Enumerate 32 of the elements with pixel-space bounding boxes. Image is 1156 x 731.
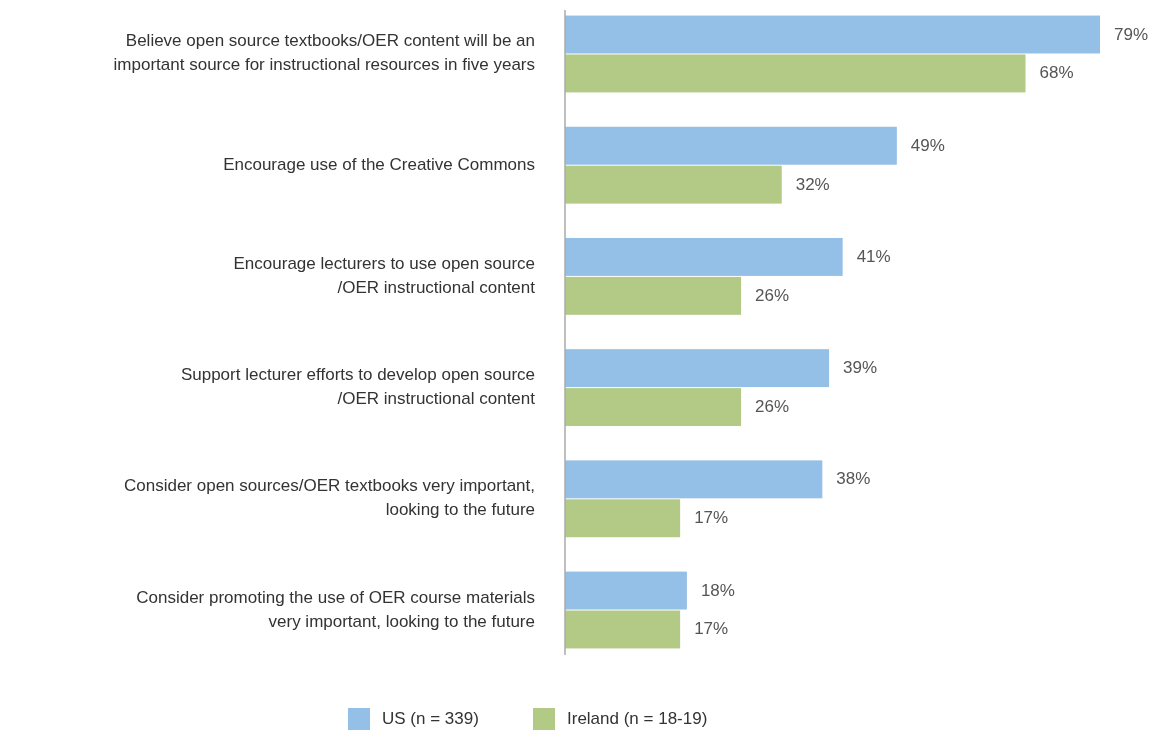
bar xyxy=(565,126,897,165)
y-tick-label: Believe open source textbooks/OER content will be an important source for instructional resources in five years xyxy=(113,31,535,75)
data-label: 26% xyxy=(755,285,790,305)
bar xyxy=(565,610,681,649)
y-tick-label: Encourage lecturers to use open source /OER instructional content xyxy=(233,254,536,298)
data-label: 18% xyxy=(700,580,735,600)
data-label: 49% xyxy=(910,135,945,155)
y-tick-label: Encourage use of the Creative Commons xyxy=(223,155,535,175)
legend-label: Ireland (n = 18-19) xyxy=(567,709,708,729)
data-label: 41% xyxy=(856,246,891,266)
data-label: 79% xyxy=(1114,24,1149,44)
bar xyxy=(565,388,742,427)
y-tick-label: Consider promoting the use of OER course materials very important, looking to the future xyxy=(136,588,535,631)
data-label: 39% xyxy=(843,358,878,378)
bar xyxy=(565,499,681,538)
data-label: 32% xyxy=(795,174,830,194)
bar xyxy=(565,276,742,315)
bar xyxy=(565,15,1100,54)
y-tick-label: Support lecturer efforts to develop open source /OER instructional content xyxy=(180,365,536,409)
data-label: 68% xyxy=(1039,63,1074,83)
data-label: 17% xyxy=(694,508,729,528)
bar xyxy=(565,165,782,204)
data-label: 38% xyxy=(836,469,871,489)
bar xyxy=(565,571,687,610)
bar xyxy=(565,349,830,388)
data-label: 26% xyxy=(755,397,790,417)
bar xyxy=(565,54,1026,93)
bar xyxy=(565,460,823,499)
bar xyxy=(565,237,843,276)
legend-label: US (n = 339) xyxy=(382,709,479,729)
y-tick-label: Consider open sources/OER textbooks very important, looking to the future xyxy=(123,476,535,520)
data-label: 17% xyxy=(694,619,729,639)
